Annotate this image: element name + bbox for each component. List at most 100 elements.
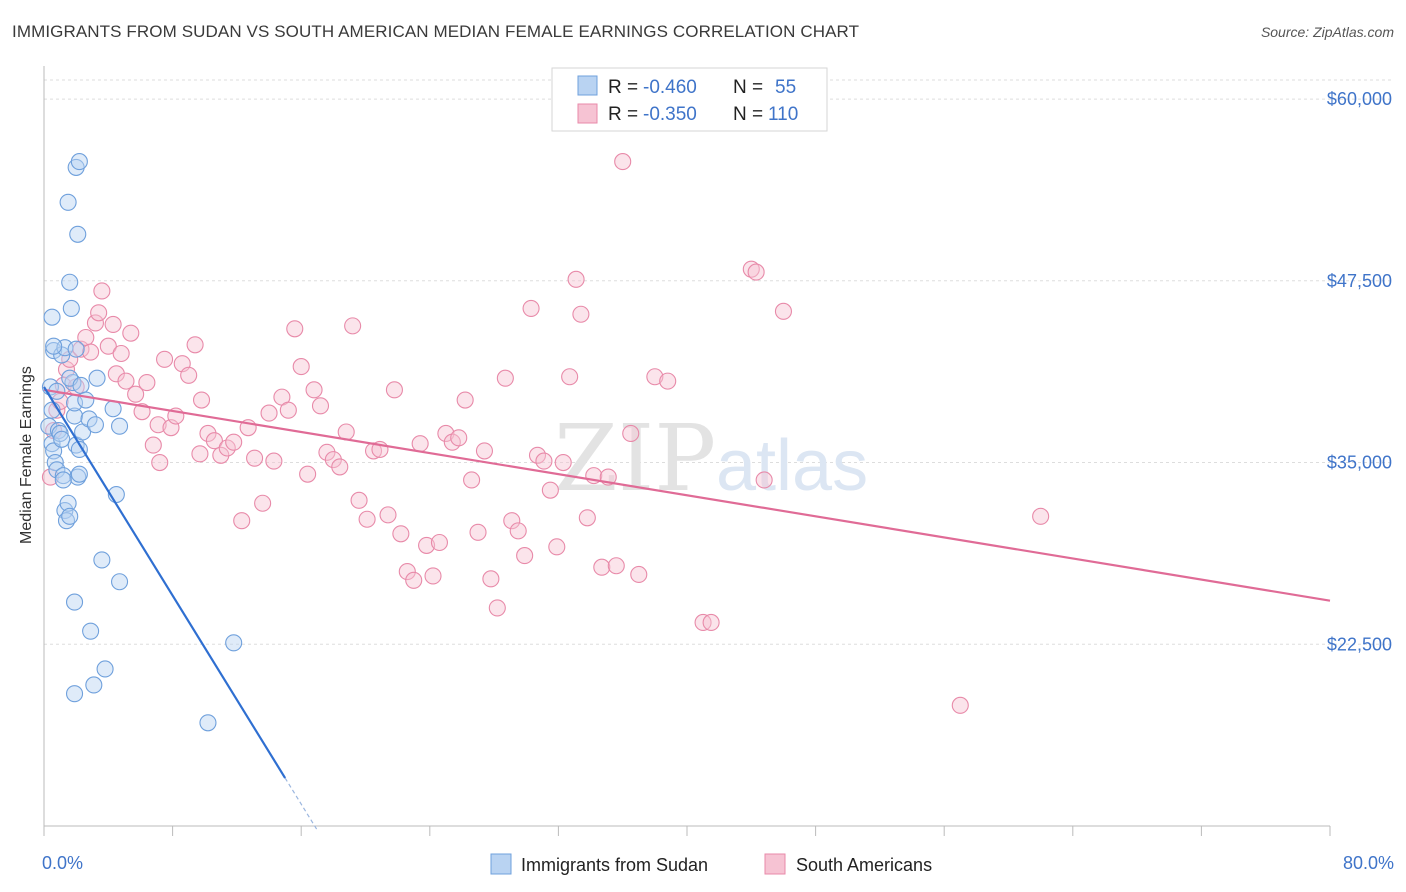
point-sudan-39	[69, 225, 87, 243]
point-sudan-47	[96, 660, 114, 678]
point-south-americans-87	[561, 368, 579, 386]
point-south-americans-106	[951, 696, 969, 714]
point-south-americans-15	[104, 315, 122, 333]
point-south-americans-49	[311, 397, 330, 415]
point-south-americans-20	[127, 385, 145, 403]
point-south-americans-50	[318, 443, 336, 461]
point-south-americans-72	[463, 471, 481, 489]
point-south-americans-39	[246, 449, 264, 467]
legend-swatch-pink	[577, 103, 598, 124]
point-south-americans-44	[279, 401, 297, 419]
point-south-americans-105	[774, 302, 793, 320]
y-tick-labels: $22,500 $35,000 $47,500 $60,000	[1327, 89, 1392, 654]
point-sudan-7	[51, 424, 69, 443]
point-south-americans-34	[212, 446, 230, 464]
x-tick-label-0: 0.0%	[42, 853, 83, 873]
point-sudan-51	[199, 714, 217, 732]
point-south-americans-36	[225, 433, 243, 451]
point-south-americans-94	[607, 557, 625, 575]
point-sudan-41	[111, 417, 129, 435]
point-sudan-31	[70, 440, 88, 459]
trend-line-sudan	[43, 386, 287, 779]
point-south-americans-74	[475, 442, 494, 460]
point-south-americans-95	[614, 153, 632, 171]
point-south-americans-33	[205, 432, 223, 450]
point-south-americans-102	[742, 260, 760, 278]
point-south-americans-98	[646, 368, 664, 386]
watermark-atlas: atlas	[716, 426, 868, 506]
point-south-americans-23	[144, 436, 162, 454]
point-south-americans-11	[86, 314, 104, 332]
series-legend-swatch-south-americans	[764, 853, 786, 875]
south-americans-points	[41, 153, 1050, 714]
point-sudan-43	[93, 551, 111, 569]
watermark-zip: ZIP	[554, 405, 716, 512]
point-south-americans-107	[1032, 507, 1050, 525]
x-tick-labels: 0.0% 80.0%	[42, 853, 1394, 873]
point-south-americans-10	[82, 343, 100, 361]
point-south-americans-68	[437, 424, 455, 443]
series-legend: Immigrants from Sudan South Americans	[490, 853, 932, 875]
point-south-americans-35	[218, 439, 236, 457]
y-tick-label-3: $60,000	[1327, 89, 1392, 109]
point-south-americans-78	[503, 512, 521, 530]
point-south-americans-37	[233, 512, 251, 530]
point-south-americans-92	[593, 558, 611, 576]
point-sudan-32	[80, 410, 98, 428]
point-south-americans-76	[488, 599, 506, 617]
point-sudan-46	[82, 622, 100, 640]
trend-line-south-americans	[43, 388, 1331, 602]
point-sudan-52	[45, 337, 63, 355]
point-south-americans-55	[350, 491, 368, 509]
point-south-americans-19	[122, 324, 140, 342]
point-sudan-15	[65, 407, 84, 425]
point-south-americans-90	[578, 509, 596, 527]
point-south-americans-75	[482, 570, 500, 588]
y-tick-label-2: $47,500	[1327, 271, 1392, 291]
point-south-americans-108	[151, 453, 169, 472]
point-south-americans-32	[199, 424, 217, 443]
point-south-americans-64	[411, 435, 429, 453]
point-sudan-28	[67, 340, 85, 358]
series-legend-swatch-sudan	[490, 853, 512, 875]
point-sudan-48	[65, 685, 84, 703]
correlation-legend: R = -0.460 N = 55 R = -0.350 N = 110	[551, 67, 828, 132]
point-south-americans-101	[702, 613, 720, 632]
point-south-americans-83	[535, 452, 553, 470]
legend-n-label-2: N =	[733, 104, 763, 125]
trend-lines	[43, 386, 1331, 831]
point-south-americans-40	[254, 494, 272, 512]
chart-source: Source: ZipAtlas.com	[1260, 24, 1394, 40]
point-sudan-34	[86, 416, 104, 434]
point-south-americans-60	[385, 381, 403, 399]
point-south-americans-99	[659, 372, 677, 390]
legend-r-label-2: R =	[608, 104, 638, 125]
legend-swatch-blue	[577, 75, 598, 96]
point-sudan-26	[61, 273, 79, 291]
point-south-americans-84	[541, 481, 559, 499]
point-south-americans-16	[107, 365, 125, 383]
series-legend-label-south-americans: South Americans	[796, 855, 932, 875]
point-sudan-49	[85, 676, 103, 694]
point-south-americans-73	[469, 523, 487, 541]
point-south-americans-12	[90, 304, 108, 322]
x-tick-label-1: 80.0%	[1343, 853, 1394, 873]
point-south-americans-25	[156, 350, 174, 368]
point-sudan-17	[69, 468, 87, 486]
point-south-americans-52	[331, 458, 349, 476]
point-sudan-6	[49, 422, 68, 440]
point-sudan-35	[70, 465, 88, 483]
point-south-americans-54	[344, 317, 362, 335]
point-south-americans-96	[622, 424, 640, 443]
point-south-americans-59	[379, 506, 397, 524]
point-south-americans-80	[516, 547, 534, 565]
point-sudan-50	[225, 634, 243, 652]
legend-n-value-1: 55	[775, 77, 796, 98]
point-south-americans-24	[149, 416, 167, 434]
point-south-americans-103	[747, 263, 765, 281]
point-south-americans-104	[755, 471, 773, 489]
point-sudan-20	[45, 342, 63, 360]
point-south-americans-89	[572, 305, 590, 323]
chart-title: IMMIGRANTS FROM SUDAN VS SOUTH AMERICAN …	[12, 22, 860, 41]
